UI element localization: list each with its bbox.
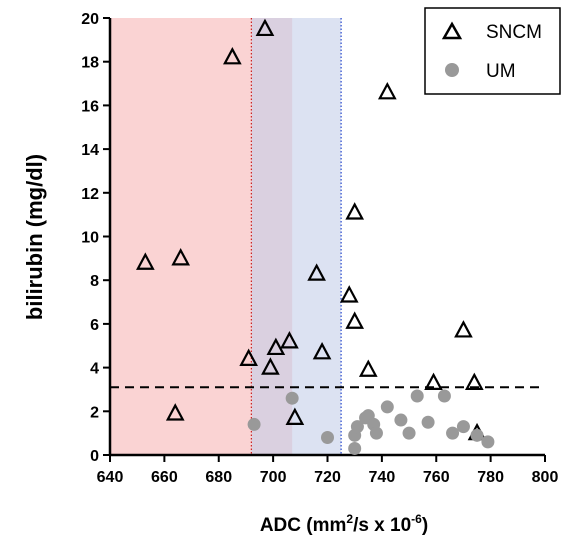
y-axis-ticks: 0 2 4 6 8 10 12 14 16 18 20 — [81, 11, 110, 465]
sncm-data-point — [223, 47, 242, 65]
sncm-data-point — [358, 359, 378, 377]
sncm-data-point — [454, 320, 473, 338]
x-tick-label: 660 — [151, 469, 178, 486]
x-axis-title-tail: ) — [422, 515, 428, 536]
y-axis-title: bilirubin (mg/dl) — [22, 154, 47, 320]
legend-label-sncm: SNCM — [486, 22, 542, 43]
x-axis-title-mid: /s x 10 — [353, 515, 411, 536]
um-data-point — [348, 441, 362, 455]
um-data-point — [446, 426, 460, 440]
x-axis-title-sup2: -6 — [411, 512, 422, 526]
x-tick-label: 800 — [532, 469, 559, 486]
y-tick-label: 2 — [90, 404, 99, 421]
data-points — [136, 18, 495, 455]
um-data-point — [402, 426, 416, 440]
x-tick-label: 680 — [205, 469, 232, 486]
um-data-point — [421, 415, 435, 429]
legend-label-um: UM — [486, 61, 516, 82]
sncm-data-point — [345, 202, 365, 220]
sncm-data-point — [377, 81, 397, 100]
um-data-point — [380, 400, 394, 414]
um-data-point — [456, 420, 470, 434]
sncm-data-point — [345, 311, 365, 329]
y-tick-label: 4 — [90, 361, 99, 378]
um-data-point — [470, 428, 484, 442]
um-data-point — [350, 420, 364, 434]
x-tick-label: 760 — [423, 469, 450, 486]
um-data-point — [394, 413, 408, 427]
um-data-point — [247, 417, 261, 431]
sncm-data-point — [261, 357, 280, 375]
sncm-data-point — [280, 331, 299, 349]
sncm-data-point — [424, 372, 443, 390]
reference-lines — [110, 18, 545, 455]
um-data-point — [410, 389, 424, 403]
y-tick-label: 12 — [81, 186, 99, 203]
sncm-data-point — [464, 372, 484, 390]
x-tick-label: 700 — [260, 469, 287, 486]
sncm-data-point — [136, 252, 155, 270]
y-tick-label: 18 — [81, 55, 99, 72]
highlight-region-1 — [251, 18, 342, 455]
y-tick-label: 8 — [90, 273, 99, 290]
x-tick-label: 640 — [97, 469, 124, 486]
sncm-data-point — [339, 285, 359, 303]
legend-box — [424, 7, 561, 95]
x-axis-title-sup1: 2 — [346, 512, 353, 526]
legend-circle-icon — [445, 63, 459, 77]
y-tick-label: 10 — [81, 230, 99, 247]
y-tick-label: 6 — [90, 317, 99, 334]
sncm-data-point — [312, 341, 332, 360]
um-data-point — [481, 435, 495, 449]
um-data-point — [321, 431, 334, 445]
um-data-point — [369, 426, 383, 440]
highlight-regions — [110, 18, 342, 455]
um-data-point — [437, 389, 451, 403]
sncm-data-point — [285, 407, 305, 425]
legend: SNCM UM — [424, 7, 561, 95]
legend-triangle-icon — [441, 21, 463, 40]
x-tick-label: 780 — [477, 469, 504, 486]
sncm-data-point — [255, 18, 275, 37]
y-tick-label: 16 — [81, 98, 99, 115]
sncm-data-point — [266, 337, 286, 356]
x-tick-label: 720 — [314, 469, 341, 486]
x-axis-title: ADC (mm2/s x 10-6) — [260, 512, 428, 536]
um-data-point — [285, 391, 299, 405]
sncm-data-point — [307, 263, 326, 281]
y-tick-label: 20 — [81, 11, 99, 28]
sncm-data-point — [239, 348, 258, 366]
x-tick-label: 740 — [369, 469, 396, 486]
x-axis-ticks: 640 660 680 700 720 740 760 780 800 — [97, 455, 559, 486]
y-tick-label: 14 — [81, 142, 99, 159]
y-tick-label: 0 — [90, 448, 99, 465]
sncm-data-point — [171, 248, 191, 266]
x-axis-title-base: ADC (mm — [260, 515, 347, 536]
sncm-data-point — [165, 403, 185, 421]
